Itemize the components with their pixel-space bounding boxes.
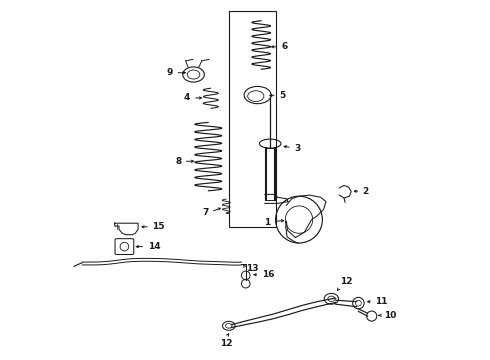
Text: 12: 12 (220, 339, 233, 348)
Bar (229, 11, 275, 227)
Text: 3: 3 (294, 144, 300, 153)
Text: 9: 9 (167, 68, 173, 77)
Text: 15: 15 (152, 222, 165, 231)
Text: 2: 2 (363, 187, 369, 197)
Text: 12: 12 (341, 277, 353, 286)
Text: 16: 16 (262, 270, 274, 279)
Text: 7: 7 (202, 208, 208, 217)
Text: 11: 11 (375, 297, 388, 306)
Text: 13: 13 (245, 264, 258, 274)
Text: 5: 5 (279, 91, 286, 100)
Text: 14: 14 (148, 242, 160, 251)
Text: 4: 4 (184, 94, 190, 102)
Text: 6: 6 (281, 42, 287, 51)
Text: 8: 8 (175, 157, 181, 166)
Text: 1: 1 (264, 217, 270, 227)
Text: 10: 10 (384, 311, 397, 320)
